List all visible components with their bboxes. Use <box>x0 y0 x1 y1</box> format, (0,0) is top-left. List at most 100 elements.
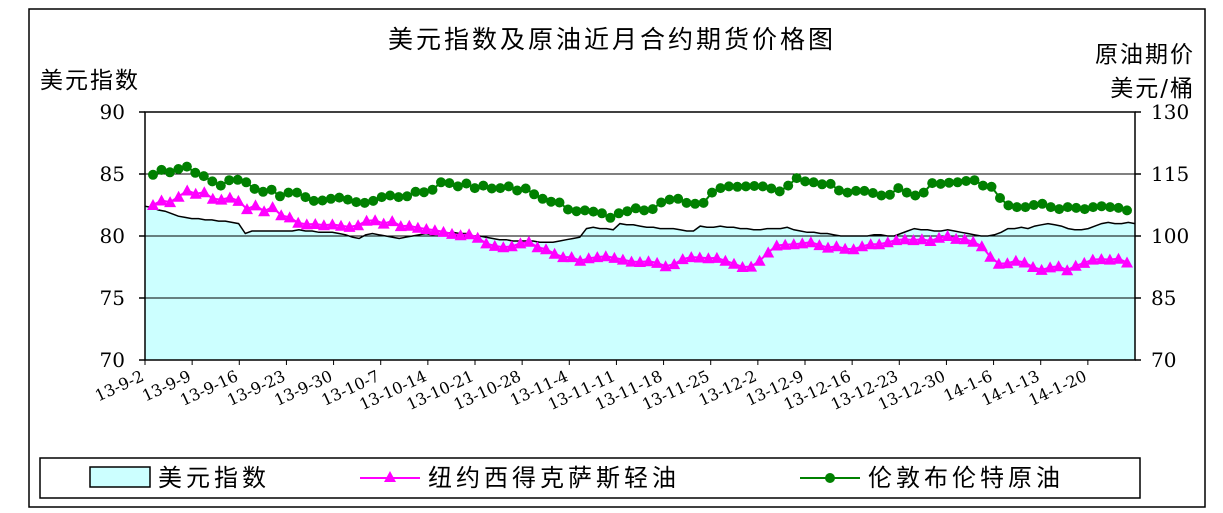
wti-point <box>1112 252 1125 264</box>
wti-point <box>804 236 817 248</box>
wti-point <box>1103 253 1116 265</box>
brent-point <box>241 177 252 188</box>
brent-point <box>995 193 1005 203</box>
wti-point <box>403 219 416 231</box>
brent-point <box>715 183 726 194</box>
brent-point <box>232 174 243 185</box>
right-axis-ticks: 130 115 100 85 70 <box>1135 100 1189 372</box>
wti-point <box>787 238 800 250</box>
wti-point <box>856 240 869 252</box>
legend-swatch-usd-index <box>89 466 151 488</box>
brent-point <box>673 193 684 204</box>
wti-point <box>258 205 271 217</box>
brent-point <box>317 195 328 206</box>
brent-point <box>461 178 472 189</box>
brent-point <box>681 197 692 208</box>
brent-point <box>419 187 429 198</box>
wti-point <box>241 203 253 215</box>
left-tick-label: 80 <box>100 224 125 248</box>
brent-point <box>766 183 777 194</box>
wti-point <box>710 251 723 263</box>
brent-point <box>190 167 201 178</box>
wti-point <box>830 240 843 252</box>
wti-point <box>625 255 638 267</box>
brent-point <box>503 181 514 192</box>
wti-point <box>155 194 168 206</box>
brent-point <box>300 192 311 203</box>
brent-point <box>292 187 302 198</box>
brent-point <box>630 203 641 214</box>
brent-point <box>783 180 794 191</box>
wti-point <box>642 255 655 267</box>
brent-point <box>402 191 413 202</box>
wti-point <box>933 231 945 243</box>
brent-point <box>647 204 658 215</box>
wti-point <box>745 260 758 272</box>
wti-point <box>223 191 236 203</box>
wti-point <box>958 233 971 245</box>
wti-point <box>1078 256 1091 268</box>
wti-point <box>480 237 493 249</box>
brent-point <box>156 164 167 175</box>
brent-point <box>554 197 565 208</box>
wti-point <box>164 196 177 208</box>
wti-point <box>335 219 347 231</box>
brent-point <box>867 188 878 198</box>
wti-point <box>608 251 621 263</box>
brent-point <box>520 183 531 194</box>
brent-point <box>393 192 404 203</box>
brent-point <box>478 180 489 191</box>
brent-point <box>944 177 955 188</box>
wti-point <box>924 235 937 246</box>
brent-point <box>563 204 573 215</box>
wti-point <box>693 251 706 263</box>
wti-point <box>668 258 681 270</box>
wti-point <box>941 230 954 241</box>
brent-point <box>842 187 853 198</box>
wti-point <box>1095 253 1108 265</box>
wti-point <box>1061 264 1074 276</box>
wti-point <box>822 241 834 253</box>
brent-point <box>207 176 218 187</box>
wti-point <box>420 223 433 234</box>
brent-point <box>571 206 582 217</box>
brent-point <box>825 178 836 189</box>
wti-point <box>514 237 527 249</box>
brent-point <box>707 187 717 198</box>
wti-point <box>497 241 510 253</box>
brent-point <box>749 181 760 191</box>
wti-point <box>1018 256 1031 268</box>
brent-point <box>334 192 345 203</box>
brent-point <box>698 197 709 208</box>
brent-point <box>308 195 319 206</box>
legend-box <box>39 457 1141 499</box>
left-tick-label: 90 <box>100 100 125 124</box>
brent-point <box>596 208 607 219</box>
brent-point <box>876 190 887 201</box>
brent-point <box>325 193 336 204</box>
legend: 美元指数 纽约西得克萨斯轻油 伦敦布伦特原油 <box>39 457 1141 499</box>
brent-point <box>817 179 828 190</box>
wti-point <box>488 239 501 251</box>
wti-point <box>847 243 860 255</box>
legend-label-brent: 伦敦布伦特原油 <box>868 464 1064 492</box>
brent-point <box>605 212 616 223</box>
brent-point <box>385 190 396 201</box>
right-tick-label: 115 <box>1151 162 1189 186</box>
brent-point <box>224 175 235 186</box>
wti-point <box>206 192 219 204</box>
legend-label-wti: 纽约西得克萨斯轻油 <box>428 464 680 492</box>
wti-point <box>300 218 313 230</box>
legend-marker-brent <box>825 473 835 483</box>
wti-point <box>1052 260 1065 272</box>
wti-point <box>898 233 911 245</box>
wti-point <box>548 247 561 259</box>
left-axis-ticks: 90 85 80 75 70 <box>100 100 145 372</box>
wti-point <box>454 229 467 241</box>
wti-point <box>736 261 749 272</box>
wti-point <box>181 184 194 196</box>
brent-point <box>588 206 599 217</box>
wti-point <box>1009 254 1022 266</box>
brent-point <box>639 205 650 216</box>
wti-point <box>813 239 826 251</box>
